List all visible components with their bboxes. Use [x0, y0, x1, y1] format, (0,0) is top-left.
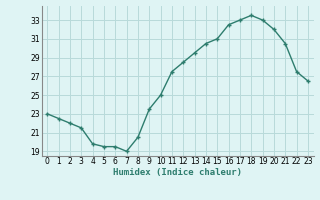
- X-axis label: Humidex (Indice chaleur): Humidex (Indice chaleur): [113, 168, 242, 177]
